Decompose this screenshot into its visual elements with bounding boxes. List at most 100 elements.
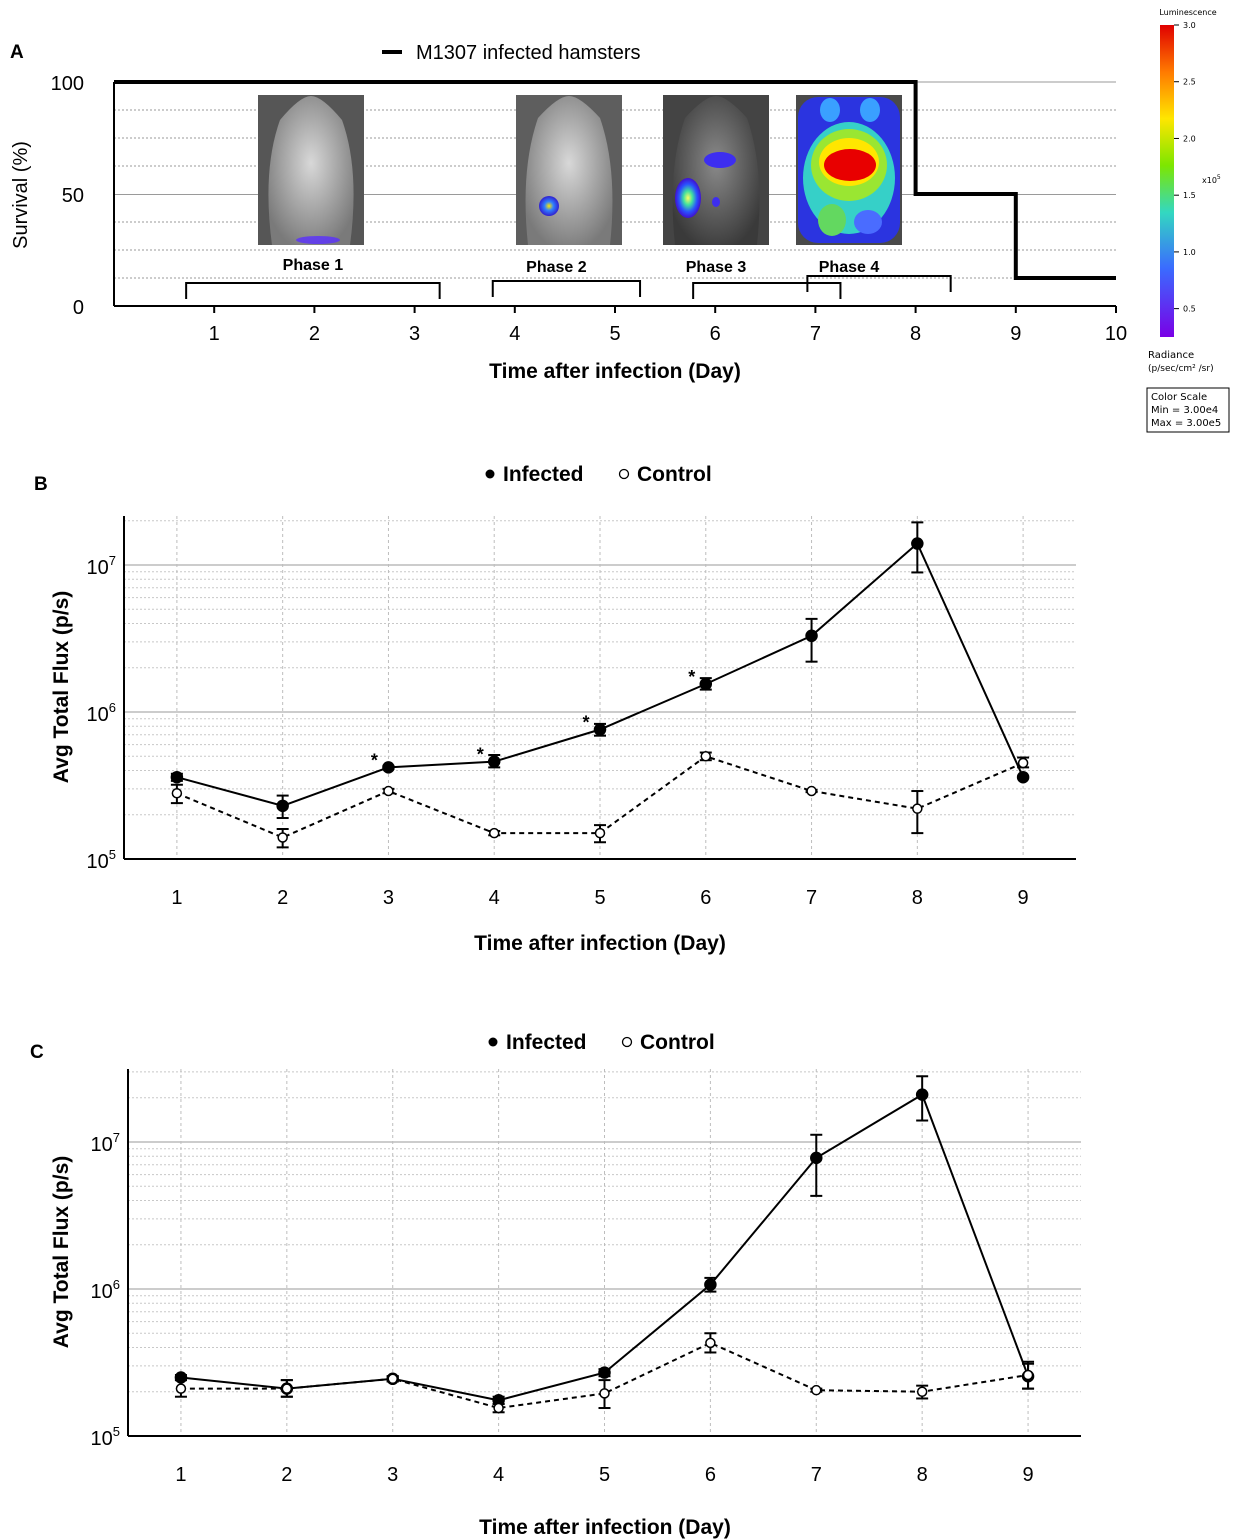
flux-x-tick-label: 6: [705, 1464, 716, 1486]
control-series-line: [180, 1341, 1029, 1410]
control-data-point: [700, 751, 712, 762]
control-data-point: [705, 1337, 716, 1349]
infected-data-point: [704, 1278, 717, 1291]
infected-data-point: [382, 761, 395, 774]
infected-data-point: [915, 1088, 929, 1101]
survival-y-axis-label: Survival (%): [10, 141, 32, 249]
control-data-point: [383, 785, 394, 797]
flux-b-y-tick-1e7: 107: [87, 553, 116, 579]
flux-x-tick-label: 1: [175, 1464, 186, 1486]
flux-c-gridlines: [128, 1069, 1081, 1436]
color-scale: Luminescence 3.0 2.5 2.0 1.5 1.0 0.5 x105 Rad…: [1146, 8, 1230, 433]
control-data-point: [811, 1384, 822, 1396]
flux-c-x-axis-label: Time after infection (Day): [479, 1516, 731, 1539]
survival-x-tick-label: 10: [1105, 323, 1127, 345]
control-data-point: [488, 827, 500, 839]
flux-c-x-ticks: 1 2 3 4 5 6 7 8 9: [175, 1464, 1033, 1486]
flux-b-legend-infected: Infected: [503, 463, 584, 486]
color-scale-ticks: 3.0 2.5 2.0 1.5 1.0 0.5: [1174, 21, 1196, 314]
survival-x-tick-label: 9: [1010, 323, 1021, 345]
control-data-point: [916, 1386, 928, 1397]
flux-x-tick-label: 3: [387, 1464, 398, 1486]
phase-brackets: Phase 1 Phase 2 Phase 3 Phase 4: [185, 257, 952, 299]
survival-x-tick-label: 7: [810, 323, 821, 345]
control-data-point: [387, 1373, 398, 1385]
flux-c-y-tick-1e6: 106: [91, 1277, 120, 1303]
panel-c: C Infected Control 105 106 107 1 2 3 4 5 6 7 8 9…: [30, 1031, 1081, 1539]
control-series-line: [176, 755, 1024, 839]
flux-c-legend: Infected Control: [488, 1031, 715, 1054]
survival-x-axis-label: Time after infection (Day): [489, 360, 741, 383]
significance-marker: *: [371, 750, 378, 770]
control-data-point: [912, 803, 923, 814]
flux-x-tick-label: 4: [489, 887, 500, 909]
survival-x-tick-label: 1: [209, 323, 220, 345]
hamster-image-phase-2: [516, 95, 622, 245]
color-scale-tick-label: 2.5: [1183, 78, 1196, 87]
infected-data-point: [699, 677, 713, 691]
panel-label-a: A: [10, 42, 24, 63]
infected-data-point: [170, 770, 184, 784]
flux-x-tick-label: 8: [917, 1464, 928, 1486]
control-data-point: [599, 1388, 610, 1399]
hamster-image-phase-4: [796, 95, 902, 245]
control-data-point: [806, 785, 817, 797]
infected-data-point: [805, 629, 818, 643]
control-data-point: [171, 788, 183, 799]
flux-c-y-tick-1e5: 105: [91, 1424, 120, 1450]
infected-data-point: [487, 755, 501, 768]
phase-label: Phase 3: [686, 259, 747, 276]
flux-c-y-ticks: 105 106 107: [91, 1130, 120, 1450]
color-scale-tick-label: 1.5: [1183, 191, 1196, 200]
control-data-point: [175, 1383, 187, 1394]
panel-label-c: C: [30, 1042, 44, 1063]
survival-y-tick-50: 50: [62, 185, 84, 207]
color-scale-box-title: Color Scale: [1151, 392, 1207, 403]
flux-x-tick-label: 9: [1018, 887, 1029, 909]
survival-x-tick-label: 4: [509, 323, 520, 345]
phase-label: Phase 2: [526, 259, 587, 276]
color-scale-tick-label: 3.0: [1183, 21, 1196, 30]
control-data-point: [277, 832, 288, 843]
infected-series-line: [180, 1093, 1030, 1402]
flux-c-legend-infected-marker: [488, 1037, 498, 1047]
hamster-image-phase-1: [258, 95, 364, 245]
color-scale-min: Min = 3.00e4: [1151, 405, 1218, 416]
flux-b-y-axis-label: Avg Total Flux (p/s): [50, 591, 73, 784]
color-scale-box: [1146, 387, 1230, 433]
color-scale-title: Luminescence: [1159, 8, 1216, 17]
panel-a: A M1307 infected hamsters 1 2 3 4 5 6 7 8 9 10 10…: [10, 8, 1230, 433]
control-data-point: [281, 1383, 293, 1394]
color-scale-radiance-units: (p/sec/cm² /sr): [1148, 364, 1214, 374]
panel-b: B Infected Control 105 106 107 1 2 3 4 5 6 7 8 9…: [34, 463, 1076, 955]
flux-c-y-axis-label: Avg Total Flux (p/s): [50, 1156, 73, 1349]
flux-x-tick-label: 5: [599, 1464, 610, 1486]
flux-c-legend-control: Control: [640, 1031, 715, 1054]
flux-b-plot: * * * *: [170, 521, 1030, 849]
flux-b-x-axis-label: Time after infection (Day): [474, 932, 726, 955]
significance-marker: *: [688, 667, 695, 687]
infected-data-point: [276, 799, 289, 813]
flux-x-tick-label: 2: [277, 887, 288, 909]
phase-label: Phase 1: [283, 257, 344, 274]
flux-c-legend-control-marker: [621, 1036, 633, 1048]
flux-b-gridlines: [124, 516, 1076, 859]
phase-bracket: [491, 280, 642, 297]
survival-x-tick-label: 2: [309, 323, 320, 345]
survival-x-tick-label: 3: [409, 323, 420, 345]
infected-data-point: [593, 723, 607, 736]
infected-data-point: [911, 537, 924, 550]
control-data-point: [493, 1402, 504, 1414]
flux-c-plot: [174, 1075, 1035, 1414]
color-scale-bar: [1160, 25, 1174, 337]
survival-x-ticks: 1 2 3 4 5 6 7 8 9 10: [209, 306, 1127, 345]
flux-b-legend: Infected Control: [485, 463, 712, 486]
flux-x-tick-label: 5: [594, 887, 605, 909]
flux-b-x-ticks: 1 2 3 4 5 6 7 8 9: [171, 887, 1028, 909]
survival-x-tick-label: 8: [910, 323, 921, 345]
phase-bracket: [692, 282, 842, 299]
survival-x-tick-label: 5: [609, 323, 620, 345]
infected-data-point: [174, 1371, 188, 1384]
infected-data-point: [1016, 770, 1030, 784]
